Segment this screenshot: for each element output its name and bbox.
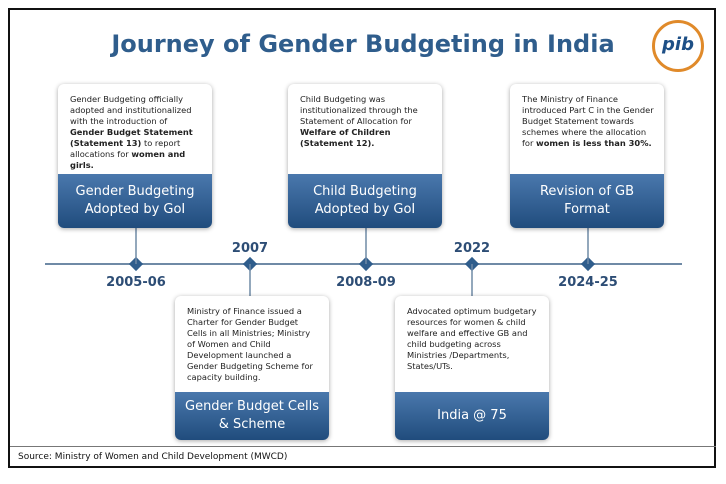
event-label: Child Budgeting Adopted by GoI — [288, 174, 442, 228]
logo: pib — [652, 20, 704, 72]
description-text: Welfare of Children (Statement 12). — [300, 127, 391, 148]
year-label: 2005-06 — [106, 275, 166, 290]
description-text: Ministry of Finance issued a Charter for… — [187, 306, 313, 382]
event-card: The Ministry of Finance introduced Part … — [510, 84, 664, 228]
description-text: Advocated optimum budgetary resources fo… — [407, 306, 537, 371]
frame — [8, 8, 716, 468]
event-label: Gender Budget Cells & Scheme — [175, 392, 329, 440]
description-text: Gender Budget Statement (Statement 13) — [70, 127, 193, 148]
description-text: The Ministry of Finance introduced Part … — [522, 94, 654, 148]
description-text: women is less than 30%. — [536, 138, 652, 148]
description-text: women and girls. — [70, 149, 186, 170]
description-text: Child Budgeting was institutionalized th… — [300, 94, 418, 126]
event-card: Ministry of Finance issued a Charter for… — [175, 296, 329, 440]
event-card: Advocated optimum budgetary resources fo… — [395, 296, 549, 440]
title: Journey of Gender Budgeting in India — [111, 30, 615, 58]
event-description: Child Budgeting was institutionalized th… — [288, 84, 442, 174]
year-label: 2008-09 — [336, 275, 396, 290]
event-description: Ministry of Finance issued a Charter for… — [175, 296, 329, 392]
year-label: 2007 — [232, 241, 268, 256]
year-label: 2024-25 — [558, 275, 618, 290]
event-label: Gender Budgeting Adopted by GoI — [58, 174, 212, 228]
description-text: Gender Budgeting officially adopted and … — [70, 94, 192, 126]
event-description: Gender Budgeting officially adopted and … — [58, 84, 212, 174]
event-card: Gender Budgeting officially adopted and … — [58, 84, 212, 228]
event-card: Child Budgeting was institutionalized th… — [288, 84, 442, 228]
divider — [10, 446, 716, 447]
event-description: The Ministry of Finance introduced Part … — [510, 84, 664, 174]
source: Source: Ministry of Women and Child Deve… — [18, 452, 288, 462]
event-label: Revision of GB Format — [510, 174, 664, 228]
event-description: Advocated optimum budgetary resources fo… — [395, 296, 549, 392]
year-label: 2022 — [454, 241, 490, 256]
description-text: to report allocations for — [70, 138, 181, 159]
event-label: India @ 75 — [395, 392, 549, 440]
